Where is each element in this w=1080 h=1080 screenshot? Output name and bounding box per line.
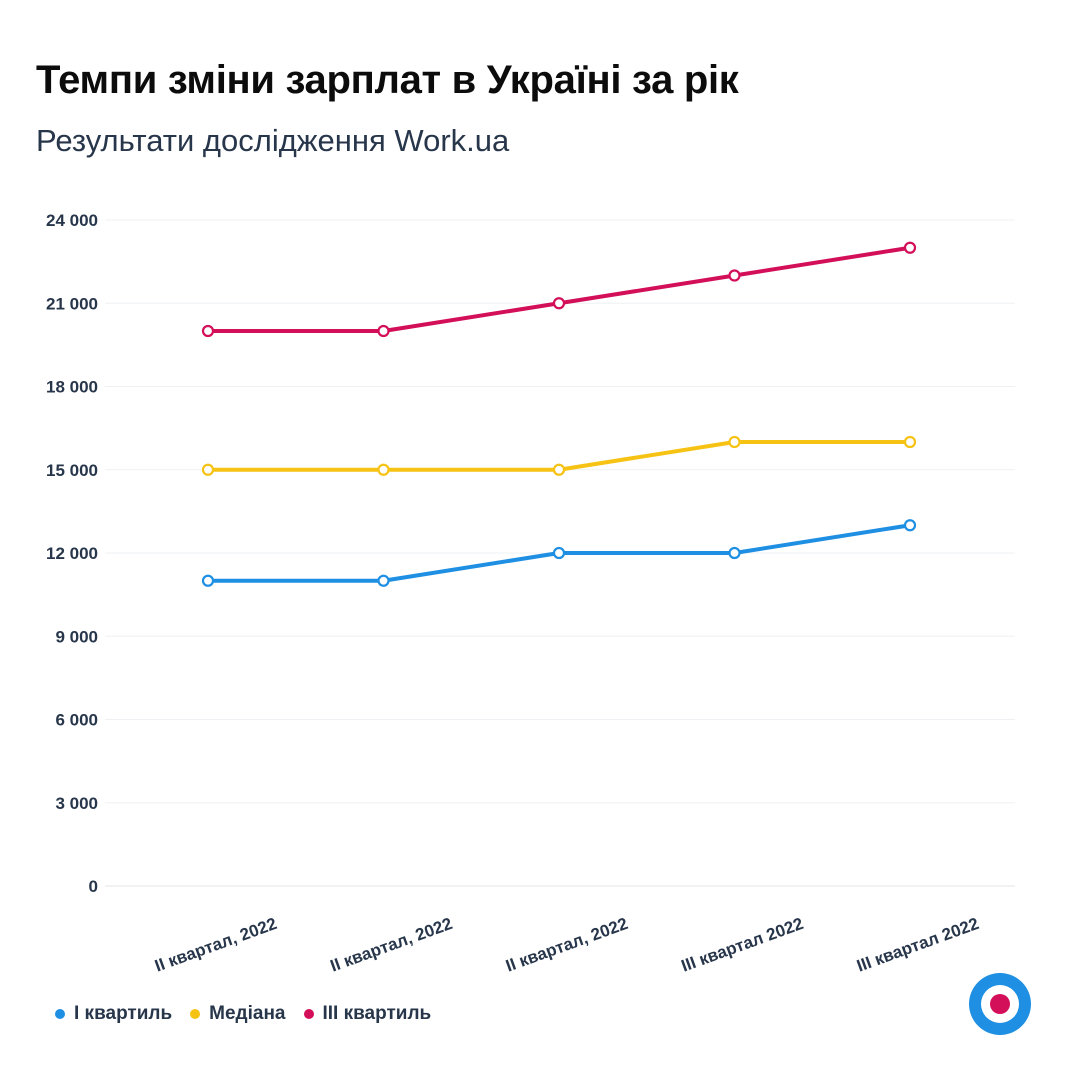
data-point-0-4[interactable] bbox=[903, 519, 917, 532]
legend-dot-q3 bbox=[303, 1009, 314, 1019]
legend-item-q3[interactable]: III квартиль bbox=[303, 1003, 432, 1025]
y-tick-label: 3 000 bbox=[55, 794, 98, 813]
x-tick-label: II квартал, 2022 bbox=[328, 914, 455, 976]
y-tick-label: 15 000 bbox=[46, 461, 98, 480]
work-ua-logo-icon bbox=[969, 973, 1031, 1035]
data-point-2-1[interactable] bbox=[377, 324, 390, 338]
data-point-1-4[interactable] bbox=[903, 435, 917, 449]
legend-dot-q1 bbox=[55, 1009, 65, 1019]
y-tick-label: 9 000 bbox=[55, 627, 98, 646]
data-point-2-4[interactable] bbox=[903, 241, 917, 254]
y-tick-label: 24 000 bbox=[46, 211, 98, 230]
legend-label-q1: I квартиль bbox=[74, 1003, 173, 1024]
x-tick-label: II квартал, 2022 bbox=[152, 914, 279, 976]
logo-core bbox=[990, 994, 1010, 1014]
data-point-2-2[interactable] bbox=[552, 297, 566, 310]
data-point-2-3[interactable] bbox=[728, 269, 741, 282]
series-points bbox=[201, 241, 917, 587]
legend-item-q1[interactable]: I квартиль bbox=[55, 1003, 172, 1025]
legend-item-median[interactable]: Медіана bbox=[190, 1003, 286, 1025]
y-tick-label: 18 000 bbox=[46, 378, 98, 397]
data-point-0-1[interactable] bbox=[377, 574, 390, 587]
data-point-0-2[interactable] bbox=[552, 546, 566, 560]
series-line-2 bbox=[206, 245, 912, 333]
y-tick-label: 12 000 bbox=[46, 544, 98, 563]
y-axis-ticks: 0 3 000 6 000 9 000 12 000 15 000 18 000 21 000… bbox=[46, 211, 98, 896]
legend-dot-median bbox=[190, 1009, 201, 1019]
x-tick-label: II квартал, 2022 bbox=[503, 914, 630, 976]
data-point-1-0[interactable] bbox=[201, 463, 215, 476]
data-point-1-3[interactable] bbox=[728, 435, 741, 449]
data-point-1-2[interactable] bbox=[552, 463, 566, 476]
y-tick-label: 6 000 bbox=[55, 711, 98, 730]
x-tick-label: III квартал 2022 bbox=[679, 914, 806, 976]
x-tick-label: III квартал 2022 bbox=[854, 914, 981, 976]
data-point-0-0[interactable] bbox=[201, 574, 215, 587]
data-point-2-0[interactable] bbox=[201, 324, 215, 338]
data-point-1-1[interactable] bbox=[377, 463, 390, 476]
logo-ring bbox=[981, 985, 1019, 1023]
legend: I квартиль Медіана III квартиль bbox=[55, 1003, 431, 1025]
data-point-0-3[interactable] bbox=[728, 546, 741, 560]
y-tick-label: 21 000 bbox=[46, 294, 98, 313]
legend-label-median: Медіана bbox=[209, 1003, 286, 1024]
y-tick-label: 0 bbox=[89, 877, 98, 896]
x-axis-ticks: II квартал, 2022 II квартал, 2022 II кварт… bbox=[152, 914, 981, 976]
legend-label-q3: III квартиль bbox=[322, 1003, 432, 1024]
chart-title: Темпи зміни зарплат в Україні за рік bbox=[36, 58, 739, 102]
chart-subtitle: Результати дослідження Work.ua bbox=[36, 123, 510, 158]
